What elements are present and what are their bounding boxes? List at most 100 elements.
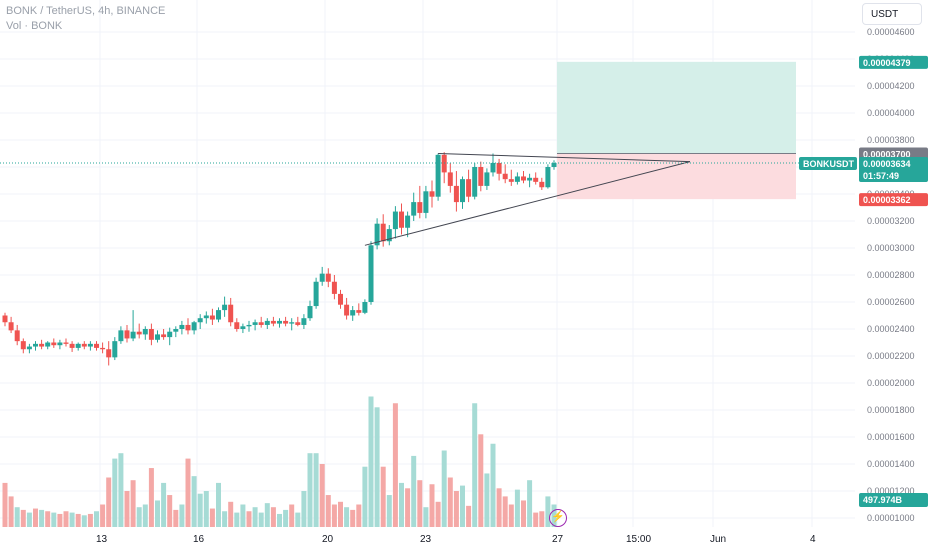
candle-body <box>319 273 325 282</box>
time-axis: 13 16 20 23 27 15:00 Jun 4 <box>96 534 816 545</box>
volume-bar <box>39 509 45 527</box>
volume-bar <box>203 491 209 527</box>
candle-body <box>26 346 32 350</box>
candle-body <box>466 179 472 197</box>
candle-body <box>331 281 337 294</box>
volume-bar <box>350 509 356 527</box>
time-tick-label: Jun <box>710 534 726 545</box>
volume-bar <box>191 476 197 527</box>
candle-body <box>411 202 417 216</box>
time-tick-label: 4 <box>810 534 816 545</box>
candle-body <box>289 322 295 324</box>
candle-body <box>252 322 258 325</box>
volume-bar <box>508 504 514 527</box>
volume-bar <box>45 511 51 527</box>
volume-bar <box>466 505 472 527</box>
volume-bar <box>301 491 307 527</box>
candle-body <box>155 334 160 340</box>
candle-body <box>325 273 331 282</box>
volume-legend: Vol · BONK <box>6 20 63 32</box>
candle-body <box>33 343 38 347</box>
candle-body <box>472 167 478 197</box>
price-tick-label: 0.00004000 <box>867 108 915 118</box>
volume-bar <box>338 501 343 527</box>
volume-bar <box>478 434 484 527</box>
candle-body <box>496 162 502 174</box>
candle-body <box>270 320 276 324</box>
volume-bar <box>447 477 453 527</box>
volume-bar <box>112 458 118 527</box>
time-tick-label: 13 <box>96 534 108 545</box>
candle-body <box>167 331 173 338</box>
volume-bar <box>179 504 185 527</box>
volume-bar <box>362 466 368 527</box>
symbol-price-label: BONKUSDT <box>799 156 857 170</box>
currency-unit-button[interactable]: USDT <box>862 3 922 25</box>
volume-bar <box>228 501 234 527</box>
candle-body <box>356 310 362 313</box>
volume-tick-label: 0.00001200 <box>867 486 915 496</box>
volume-bar <box>63 511 69 527</box>
candle-body <box>234 322 240 329</box>
volume-bar <box>81 515 87 527</box>
volume-bar <box>313 453 319 527</box>
candles <box>2 152 557 366</box>
volume-tick-label: 0.00001800 <box>867 405 915 415</box>
time-tick-label: 23 <box>420 534 432 545</box>
candle-body <box>112 341 118 358</box>
candle-body <box>161 334 167 338</box>
candle-body <box>453 185 459 203</box>
price-tick-label: 0.00002800 <box>867 270 915 280</box>
candle-body <box>295 322 301 325</box>
time-tick-label: 27 <box>552 534 564 545</box>
volume-bar <box>344 507 350 527</box>
volume-bar <box>136 507 142 527</box>
triangle-lower-line <box>364 161 691 246</box>
volume-bar <box>75 513 81 527</box>
volume-bar <box>2 482 8 527</box>
volume-bar <box>325 495 331 527</box>
volume-bars <box>2 396 557 527</box>
volume-bar <box>386 495 392 527</box>
candle-body <box>539 181 545 188</box>
volume-bar <box>57 513 63 527</box>
candle-body <box>508 179 514 182</box>
target-price-label-bg <box>859 55 928 69</box>
candle-body <box>417 202 423 213</box>
current-price-label-bg <box>859 156 928 182</box>
candle-body <box>392 211 398 230</box>
volume-bar <box>246 511 252 527</box>
volume-bar <box>380 466 386 527</box>
price-tick-label: 0.00002600 <box>867 297 915 307</box>
price-axis: 0.000046000.000044000.000042000.00004000… <box>867 27 915 388</box>
volume-bar <box>33 508 38 527</box>
volume-bar <box>411 455 417 527</box>
volume-bar <box>161 482 167 527</box>
volume-bar <box>405 488 411 527</box>
volume-bar <box>368 396 374 527</box>
volume-bar <box>264 503 270 527</box>
candle-body <box>130 331 136 339</box>
candle-body <box>209 315 215 320</box>
volume-bar <box>441 450 447 527</box>
volume-bar <box>258 512 264 527</box>
candle-body <box>447 172 453 186</box>
candle-body <box>57 342 63 346</box>
volume-bar <box>173 509 179 527</box>
candle-body <box>490 162 496 173</box>
candle-body <box>460 179 465 203</box>
candle-body <box>136 331 142 335</box>
volume-bar <box>130 480 136 527</box>
candle-body <box>142 329 148 335</box>
candle-body <box>374 223 380 246</box>
volume-tick-label: 0.00001600 <box>867 432 915 442</box>
candle-body <box>87 343 93 347</box>
volume-bar <box>460 485 465 527</box>
lightning-bolt-icon[interactable]: ⚡ <box>549 509 567 527</box>
price-tick-label: 0.00003000 <box>867 243 915 253</box>
volume-bar <box>270 507 276 527</box>
candle-body <box>39 343 45 347</box>
candle-body <box>246 324 252 327</box>
